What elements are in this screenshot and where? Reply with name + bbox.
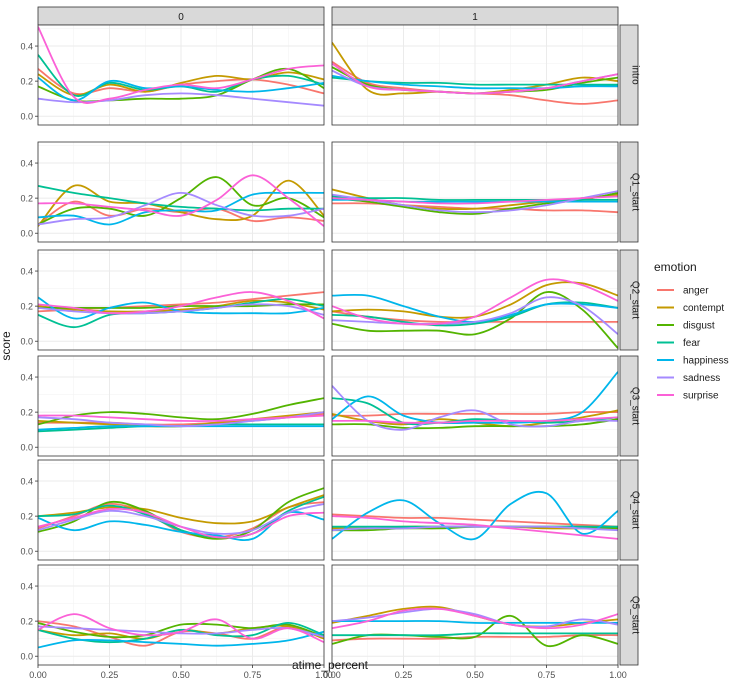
- series-line-sadness: [38, 191, 324, 226]
- series-line-happiness: [332, 620, 618, 624]
- row-strip-label: Q5_start: [630, 596, 641, 635]
- y-tick-label: 0.0: [20, 337, 33, 347]
- y-axis-title: score: [0, 331, 13, 361]
- series-line-fear: [38, 185, 324, 212]
- y-tick-label: 0.0: [20, 229, 33, 239]
- series-line-surprise: [38, 26, 324, 104]
- row-strip: [619, 459, 639, 561]
- x-tick-label: 1.00: [609, 670, 627, 678]
- series-line-surprise: [38, 174, 324, 227]
- legend-label-anger: anger: [683, 286, 709, 297]
- series-line-happiness: [38, 511, 324, 542]
- series-line-sadness: [332, 190, 618, 214]
- y-tick-label: 0.4: [20, 42, 33, 52]
- row-strip: [619, 564, 639, 666]
- series-line-contempt: [38, 179, 324, 227]
- series-line-surprise: [38, 613, 324, 644]
- series-line-surprise: [38, 507, 324, 539]
- row-strip-label: Q1_start: [630, 173, 641, 212]
- x-tick-label: 0.75: [538, 670, 556, 678]
- legend-title: emotion: [654, 260, 697, 274]
- row-strip: [619, 355, 639, 457]
- series-line-sadness: [332, 607, 618, 628]
- series-line-sadness: [38, 625, 324, 638]
- row-strip-label: Q4_start: [630, 491, 641, 530]
- y-tick-label: 0.2: [20, 408, 33, 418]
- panel-border: [37, 249, 325, 351]
- x-axis-title: atime_percent: [292, 658, 369, 672]
- series-line-happiness: [332, 490, 618, 541]
- x-tick-label: 0.25: [395, 670, 413, 678]
- series-line-sadness: [38, 303, 324, 316]
- y-tick-label: 0.2: [20, 617, 33, 627]
- series-line-sadness: [332, 525, 618, 532]
- series-line-surprise: [332, 278, 618, 326]
- column-strip-label: 1: [472, 12, 478, 23]
- series-line-happiness: [38, 630, 324, 649]
- series-line-happiness: [38, 76, 324, 102]
- column-strip-label: 0: [178, 12, 184, 23]
- y-tick-label: 0.2: [20, 302, 33, 312]
- x-tick-label: 0.25: [101, 670, 119, 678]
- x-tick-label: 0.50: [466, 670, 484, 678]
- y-tick-label: 0.4: [20, 477, 33, 487]
- panel-border: [331, 355, 619, 457]
- legend-label-sadness: sadness: [683, 373, 720, 384]
- y-tick-label: 0.0: [20, 652, 33, 662]
- row-strip: [619, 249, 639, 351]
- y-tick-label: 0.0: [20, 112, 33, 122]
- series-line-sadness: [332, 385, 618, 431]
- x-tick-label: 0.50: [172, 670, 190, 678]
- series-line-surprise: [38, 291, 324, 320]
- row-strip: [619, 141, 639, 243]
- legend-label-happiness: happiness: [683, 356, 729, 367]
- row-strip-label: Q3_start: [630, 387, 641, 426]
- x-tick-label: 0.00: [29, 670, 47, 678]
- row-strip-label: intro: [630, 65, 641, 85]
- x-tick-label: 0.75: [244, 670, 262, 678]
- y-tick-label: 0.4: [20, 159, 33, 169]
- panel-border: [37, 355, 325, 457]
- series-line-surprise: [332, 416, 618, 424]
- panel-border: [331, 459, 619, 561]
- x-tick-label: 1.00: [315, 670, 333, 678]
- legend-label-disgust: disgust: [683, 321, 715, 332]
- series-line-fear: [332, 632, 618, 637]
- panel-border: [331, 24, 619, 126]
- y-tick-label: 0.2: [20, 512, 33, 522]
- legend-label-surprise: surprise: [683, 391, 719, 402]
- y-tick-label: 0.4: [20, 582, 33, 592]
- y-tick-label: 0.4: [20, 267, 33, 277]
- legend-label-fear: fear: [683, 338, 701, 349]
- y-tick-label: 0.2: [20, 194, 33, 204]
- series-line-happiness: [332, 371, 618, 425]
- series-line-surprise: [38, 414, 324, 423]
- y-tick-label: 0.0: [20, 443, 33, 453]
- series-line-happiness: [332, 75, 618, 90]
- row-strip: [619, 24, 639, 126]
- y-tick-label: 0.4: [20, 373, 33, 383]
- series-line-surprise: [332, 195, 618, 205]
- panel-border: [37, 141, 325, 243]
- row-strip-label: Q2_start: [630, 281, 641, 320]
- x-tick-label: 0.00: [323, 670, 341, 678]
- panel-border: [37, 459, 325, 561]
- series-line-disgust: [38, 176, 324, 226]
- series-line-sadness: [332, 296, 618, 335]
- series-line-surprise: [332, 515, 618, 540]
- panel-border: [331, 141, 619, 243]
- panel-border: [37, 24, 325, 126]
- series-line-contempt: [38, 71, 324, 97]
- series-line-surprise: [332, 62, 618, 95]
- y-tick-label: 0.0: [20, 547, 33, 557]
- y-tick-label: 0.2: [20, 77, 33, 87]
- series-line-disgust: [38, 397, 324, 426]
- series-line-surprise: [332, 607, 618, 630]
- series-line-anger: [332, 411, 618, 417]
- legend-label-contempt: contempt: [683, 303, 724, 314]
- panel-border: [331, 249, 619, 351]
